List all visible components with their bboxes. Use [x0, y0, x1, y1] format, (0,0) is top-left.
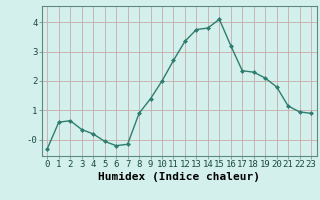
X-axis label: Humidex (Indice chaleur): Humidex (Indice chaleur) [98, 172, 260, 182]
